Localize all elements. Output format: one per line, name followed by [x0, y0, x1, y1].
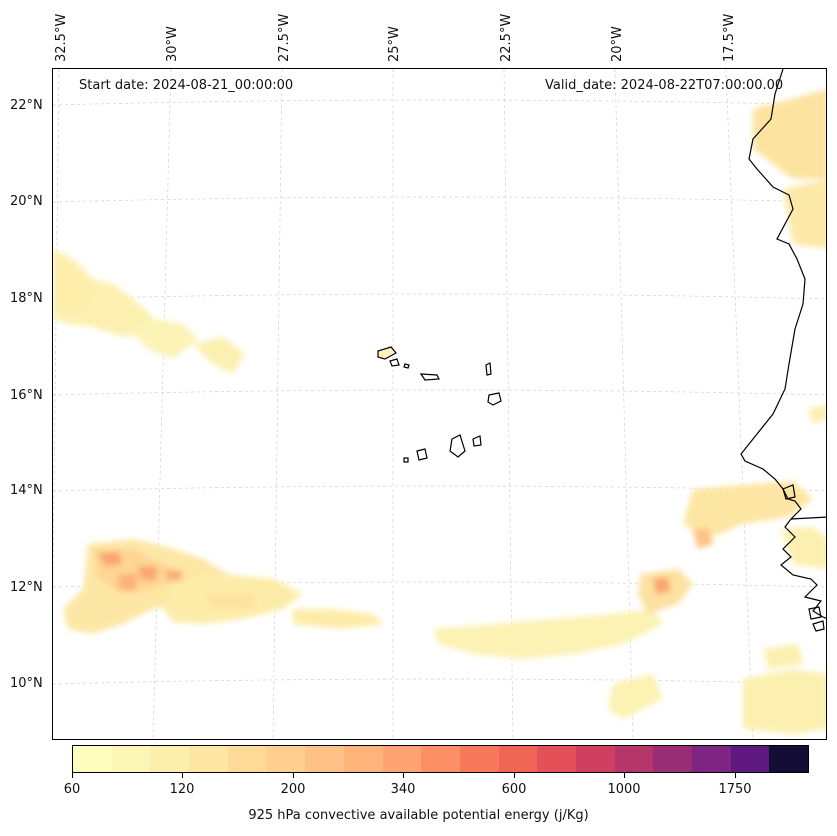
colorbar-cell: [111, 746, 151, 772]
lat-label-12n: 12°N: [10, 580, 43, 595]
colorbar-tickmark: [514, 773, 515, 778]
colorbar-cell: [421, 746, 460, 772]
lon-label-27.5w: 27.5°W: [277, 13, 292, 62]
colorbar-title: 925 hPa convective available potential e…: [248, 808, 589, 823]
colorbar-cell: [266, 746, 306, 772]
colorbar-tickmark: [735, 773, 736, 778]
colorbar-cell: [614, 746, 654, 772]
colorbar-cell: [305, 746, 344, 772]
colorbar-cell: [150, 746, 190, 772]
colorbar-tickmark: [72, 773, 73, 778]
colorbar-cell: [653, 746, 692, 772]
lon-label-30w: 30°W: [165, 26, 180, 62]
colorbar-tickmark: [624, 773, 625, 778]
lon-label-32.5w: 32.5°W: [54, 13, 69, 62]
colorbar-cell: [692, 746, 731, 772]
start-date-label: Start date: 2024-08-21_00:00:00: [79, 78, 294, 93]
colorbar-cell: [575, 746, 615, 772]
lon-label-20w: 20°W: [610, 26, 625, 62]
cabo-verde-islands: [377, 346, 502, 463]
lat-label-22n: 22°N: [10, 98, 43, 113]
lat-label-20n: 20°N: [10, 194, 43, 209]
lat-label-18n: 18°N: [10, 291, 43, 306]
lon-label-22.5w: 22.5°W: [499, 13, 514, 62]
colorbar-cell: [459, 746, 499, 772]
colorbar-cell: [189, 746, 228, 772]
colorbar-tick-340: 340: [390, 782, 416, 797]
map-canvas: [53, 69, 826, 739]
map-panel: [52, 68, 827, 740]
colorbar-cell: [537, 746, 576, 772]
colorbar-cell: [382, 746, 422, 772]
colorbar-cell: [769, 746, 809, 772]
colorbar: [72, 745, 809, 773]
colorbar-tick-600: 600: [501, 782, 527, 797]
lon-label-25w: 25°W: [387, 26, 402, 62]
colorbar-tick-1750: 1750: [718, 782, 752, 797]
colorbar-tick-1000: 1000: [607, 782, 641, 797]
africa-coastline: [740, 69, 826, 632]
lon-label-17.5w: 17.5°W: [722, 13, 737, 62]
valid-date-label: Valid_date: 2024-08-22T07:00:00.00: [545, 78, 784, 93]
lat-label-10n: 10°N: [10, 676, 43, 691]
colorbar-tickmark: [293, 773, 294, 778]
colorbar-cell: [498, 746, 538, 772]
colorbar-tickmark: [403, 773, 404, 778]
lat-label-14n: 14°N: [10, 483, 43, 498]
cape-shading: [53, 89, 826, 734]
colorbar-cell: [730, 746, 770, 772]
colorbar-cell: [227, 746, 267, 772]
colorbar-tick-200: 200: [280, 782, 306, 797]
colorbar-tick-60: 60: [63, 782, 81, 797]
colorbar-tickmark: [182, 773, 183, 778]
colorbar-tick-120: 120: [169, 782, 195, 797]
colorbar-cell: [343, 746, 383, 772]
colorbar-cell: [73, 746, 112, 772]
lat-label-16n: 16°N: [10, 388, 43, 403]
